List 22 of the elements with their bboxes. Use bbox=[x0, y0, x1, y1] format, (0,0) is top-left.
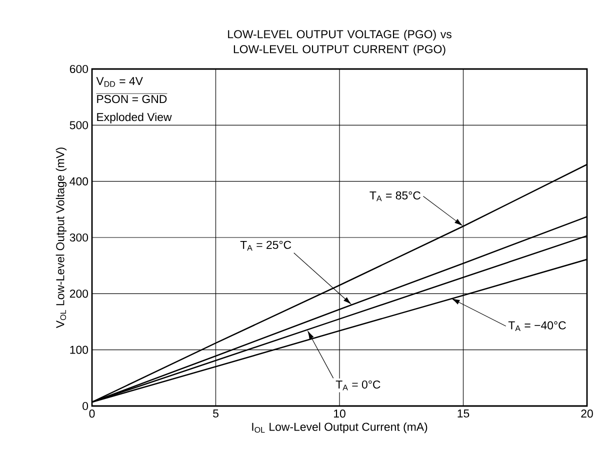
annotation: T$_{A}$ = 0°C bbox=[336, 380, 380, 390]
chart-title: LOW-LEVEL OUTPUT VOLTAGE (PGO) vs LOW-LEVEL OUTPUT CURRENT (PGO) bbox=[228, 30, 452, 56]
x-axis-title: I$_{OL}$ Low-Level Output Current (mA) bbox=[252, 422, 428, 434]
y-tick-label: 600 bbox=[70, 64, 88, 74]
annotation: T$_{A}$ = −40°C bbox=[508, 321, 566, 332]
annotation: V$_{DD}$ = 4V bbox=[96, 77, 143, 87]
x-tick-label: 10 bbox=[334, 410, 346, 418]
x-tick-label: 0 bbox=[89, 410, 95, 418]
y-tick-label: 400 bbox=[70, 177, 88, 186]
y-tick-label: 500 bbox=[70, 121, 88, 130]
annotation: Exploded View bbox=[97, 112, 172, 124]
y-axis-title: V$_{OL}$ Low-Level Output Voltage (mV) bbox=[56, 148, 67, 328]
y-tick-label: 200 bbox=[70, 290, 88, 298]
y-tick-label: 0 bbox=[82, 402, 88, 410]
y-tick-label: 100 bbox=[70, 346, 88, 354]
x-tick-label: 15 bbox=[458, 410, 470, 418]
x-tick-label: 5 bbox=[213, 410, 218, 418]
annotation: T$_{A}$ = 85°C bbox=[370, 191, 421, 202]
x-tick-label: 20 bbox=[581, 410, 593, 418]
annotation: PSON = GND bbox=[97, 95, 167, 104]
y-tick-label: 300 bbox=[70, 233, 88, 242]
annotation: T$_{A}$ = 25°C bbox=[240, 240, 292, 251]
